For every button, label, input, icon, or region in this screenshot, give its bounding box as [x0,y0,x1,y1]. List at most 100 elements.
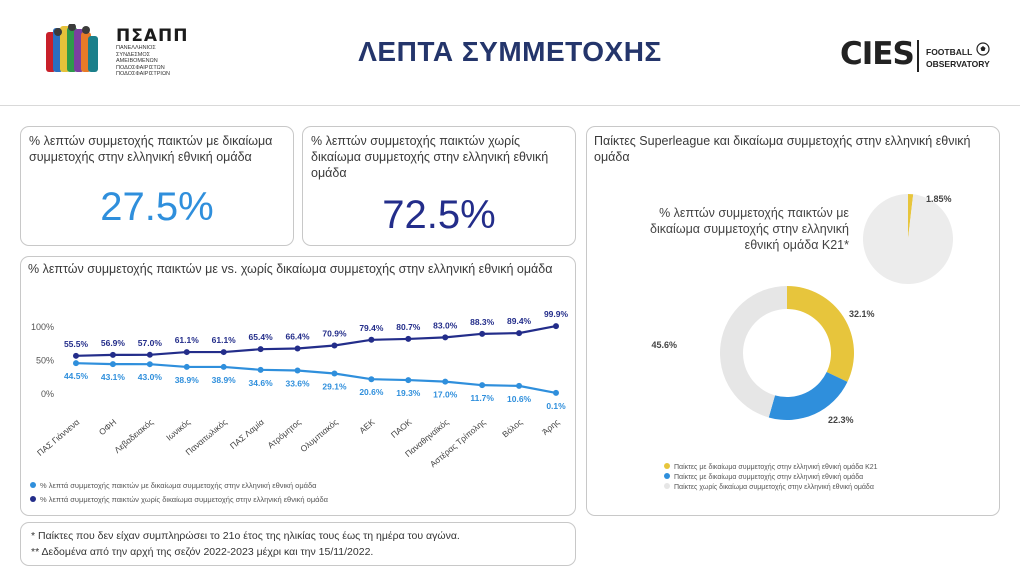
x-tick-label: ΠΑΟΚ [389,417,414,440]
legend-marker [664,473,670,479]
data-label: 89.4% [507,316,532,326]
data-label: 43.0% [138,372,163,382]
legend-marker [664,463,670,469]
series-line-2 [75,324,557,357]
kpi-eligible-value: 27.5% [100,185,214,229]
kpi-card-not-eligible: % λεπτών συμμετοχής παικτών χωρίς δικαίω… [302,126,576,246]
data-label: 17.0% [433,390,458,400]
legend-label: % λεπτά συμμετοχής παικτών χωρίς δικαίωμ… [40,495,329,504]
data-label: 29.1% [322,382,347,392]
x-tick-label: Ολυμπιακός [298,417,340,454]
footnote-2: ** Δεδομένα από την αρχή της σεζόν 2022-… [31,546,374,558]
data-label: 79.4% [359,323,384,333]
donut-slice [787,286,854,382]
data-label: 80.7% [396,322,421,332]
pie-chart-card: Παίκτες Superleague και δικαίωμα συμμετο… [586,126,1000,516]
x-tick-label: Βόλος [500,417,524,440]
logo-divider [917,40,919,72]
pie-chart-title: Παίκτες Superleague και δικαίωμα συμμετο… [594,134,971,164]
pie-slice [863,194,953,284]
data-point [442,334,449,341]
data-point [109,351,116,358]
data-label: 88.3% [470,317,495,327]
legend-label: Παίκτες χωρίς δικαίωμα συμμετοχής στην ε… [674,483,874,491]
footnote-1: * Παίκτες που δεν είχαν συμπληρώσει το 2… [31,530,460,542]
data-point [220,363,227,370]
data-point [183,349,190,356]
data-point [368,376,375,383]
line-chart: 100% 50% 0% 44.5% 43.1% 43.0% 38.9% 38.9% 34.6% 3… [30,309,569,504]
legend-marker [30,482,36,488]
data-point [220,349,227,356]
data-point [331,370,338,377]
psapp-subtitle: ΠΑΝΕΛΛΗΝΙΟΣ ΣΥΝΔΕΣΜΟΣ ΑΜΕΙΒΟΜΕΝΩΝ ΠΟΔΟΣΦ… [116,45,171,77]
data-label: 65.4% [249,332,274,342]
x-tick-label: ΟΦΗ [97,417,118,437]
data-point [294,367,301,374]
data-label: 38.9% [212,375,237,385]
series-line-1 [75,362,557,395]
data-label: 0.1% [546,401,566,411]
data-label: 55.5% [64,339,89,349]
cies-logo: CIES [840,36,915,72]
x-tick-label: Ιωνικός [164,417,192,443]
page-title: ΛΕΠΤΑ ΣΥΜΜΕΤΟΧΗΣ [358,36,662,67]
header: ΠΣΑΠΠ ΠΑΝΕΛΛΗΝΙΟΣ ΣΥΝΔΕΣΜΟΣ ΑΜΕΙΒΟΜΕΝΩΝ … [0,0,1020,106]
data-point [146,351,153,358]
data-label: 57.0% [138,338,163,348]
y-tick-label: 100% [31,322,54,332]
data-point [553,323,559,330]
donut-value-label: 45.6% [651,340,677,350]
data-label: 83.0% [433,320,458,330]
x-tick-label: ΠΑΣ Γιάννενα [35,417,81,458]
data-label: 19.3% [396,388,421,398]
legend-marker [30,496,36,502]
legend-label: Παίκτες με δικαίωμα συμμετοχής στην ελλη… [674,473,863,481]
data-label: 38.9% [175,375,200,385]
kpi-not-eligible-value: 72.5% [382,193,496,237]
data-point [331,342,338,349]
data-label: 20.6% [359,387,384,397]
donut-slice [768,371,848,420]
data-point [553,389,559,396]
data-label: 43.1% [101,372,126,382]
x-tick-label: ΑΕΚ [357,417,377,436]
data-point [257,366,264,373]
data-label: 10.6% [507,394,532,404]
kpi-eligible-title: % λεπτών συμμετοχής παικτών με δικαίωμα … [29,134,273,164]
line-chart-card: % λεπτών συμμετοχής παικτών με vs. χωρίς… [20,256,576,516]
footnotes-card: * Παίκτες που δεν είχαν συμπληρώσει το 2… [20,522,576,566]
y-tick-label: 0% [41,389,54,399]
donut-slice [720,286,787,418]
data-point [405,377,412,384]
data-point [479,330,486,337]
x-tick-label: ΠΑΣ Λαμία [228,417,266,451]
kpi-card-eligible: % λεπτών συμμετοχής παικτών με δικαίωμα … [20,126,294,246]
cies-subtitle: FOOTBALL OBSERVATORY [926,47,990,69]
x-tick-label: Λεβαδειακός [112,417,155,455]
data-point [516,382,523,389]
data-point [109,361,116,368]
data-label: 56.9% [101,338,126,348]
data-label: 61.1% [212,335,237,345]
data-label: 34.6% [249,378,274,388]
x-tick-label: Ατρόμητος [266,417,303,451]
data-point [294,345,301,352]
x-tick-label: Άρης [540,417,561,437]
data-point [257,346,264,353]
data-point [368,336,375,343]
legend-marker [664,483,670,489]
legend-label: % λεπτά συμμετοχής παικτών με δικαίωμα σ… [40,481,317,490]
data-point [405,335,412,342]
data-point [516,330,523,337]
donut-value-label: 32.1% [849,309,875,319]
data-label: 99.9% [544,309,569,319]
data-point [479,382,486,389]
data-point [73,352,79,359]
data-label: 70.9% [322,328,347,338]
pie-charts: 1.85% 32.1% 22.3% 45.6% Παίκτες με δικαίωμα … [651,194,953,491]
data-point [442,378,449,385]
data-label: 11.7% [470,393,494,403]
donut-value-label: 22.3% [828,415,854,425]
pie-slice [908,194,914,239]
